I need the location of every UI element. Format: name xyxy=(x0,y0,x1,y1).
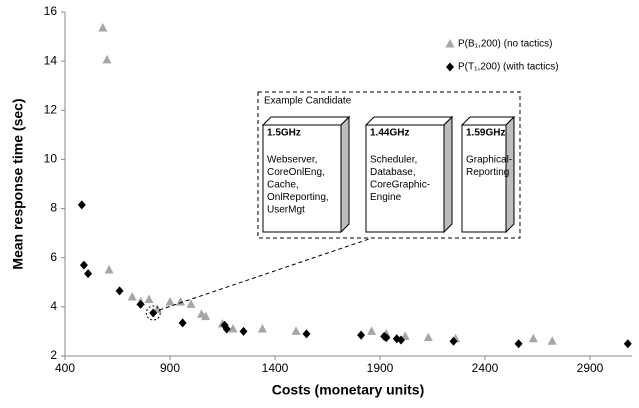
triangle-marker xyxy=(127,292,137,301)
triangle-marker xyxy=(423,332,433,342)
y-tick-label: 6 xyxy=(50,250,57,264)
node-top xyxy=(261,116,351,126)
node-component: Cache, xyxy=(267,180,299,191)
triangle-marker xyxy=(547,336,557,345)
node-component: CoreOnlEng, xyxy=(267,167,325,178)
node-component: OnlReporting, xyxy=(267,192,329,203)
x-tick-label: 2400 xyxy=(472,361,499,375)
node-component: Scheduler, xyxy=(370,155,417,166)
node-top xyxy=(364,116,454,126)
y-tick-label: 10 xyxy=(44,152,58,166)
y-tick-label: 2 xyxy=(50,348,57,362)
x-tick-label: 1900 xyxy=(367,361,394,375)
x-tick-label: 2900 xyxy=(577,361,604,375)
highlight-circle xyxy=(145,305,161,321)
node-front xyxy=(262,124,342,233)
node-component: Webserver, xyxy=(267,155,317,166)
node-component: Reporting xyxy=(466,167,509,178)
diamond-marker xyxy=(357,330,366,340)
legend-label: P(B₁,200) (no tactics) xyxy=(458,39,553,50)
diamond-marker xyxy=(84,269,93,279)
y-tick-label: 4 xyxy=(50,299,57,313)
diamond-marker xyxy=(382,333,391,343)
diamond-marker xyxy=(77,200,86,210)
node-side xyxy=(443,115,453,234)
legend-label: P(T₁,200) (with tactics) xyxy=(458,62,559,73)
x-axis-title: Costs (monetary units) xyxy=(272,382,424,398)
node-component: Graphical- xyxy=(466,155,512,166)
triangle-marker xyxy=(528,333,538,343)
node-component: UserMgt xyxy=(267,205,305,216)
node-freq: 1.5GHz xyxy=(267,128,301,139)
triangle-marker xyxy=(186,299,196,308)
diamond-marker xyxy=(446,62,454,72)
node-freq: 1.44GHz xyxy=(370,128,409,139)
triangle-marker xyxy=(176,296,185,306)
diamond-marker xyxy=(623,339,632,349)
x-tick-label: 1400 xyxy=(262,361,289,375)
triangle-marker xyxy=(104,265,114,274)
diamond-marker xyxy=(449,336,458,346)
node-front xyxy=(365,124,445,233)
triangle-marker xyxy=(165,296,175,306)
y-tick-label: 16 xyxy=(44,4,58,18)
triangle-marker xyxy=(144,294,154,303)
triangle-marker xyxy=(400,331,410,340)
diamond-marker xyxy=(514,339,523,349)
node-side xyxy=(340,115,350,234)
triangle-marker xyxy=(291,326,301,335)
callout-line xyxy=(159,237,373,311)
triangle-marker xyxy=(257,323,267,333)
node-component: Engine xyxy=(370,192,402,203)
node-freq: 1.59GHz xyxy=(466,128,505,139)
x-tick-label: 900 xyxy=(160,361,180,375)
y-tick-label: 8 xyxy=(50,201,57,215)
triangle-marker xyxy=(201,311,211,321)
triangle-marker xyxy=(367,326,377,335)
y-tick-label: 12 xyxy=(44,102,58,116)
node-top xyxy=(460,116,516,126)
annotation-title: Example Candidate xyxy=(264,96,352,107)
node-component: Database, xyxy=(370,167,416,178)
triangle-marker xyxy=(445,39,455,48)
x-tick-label: 400 xyxy=(55,361,75,375)
triangle-marker xyxy=(98,22,108,32)
diamond-marker xyxy=(397,335,405,345)
y-axis-title: Mean response time (sec) xyxy=(10,98,26,269)
diamond-marker xyxy=(115,286,124,296)
diamond-marker xyxy=(239,326,248,336)
diamond-marker xyxy=(136,299,145,309)
node-component: CoreGraphic- xyxy=(370,180,430,191)
triangle-marker xyxy=(102,54,112,64)
diamond-marker xyxy=(222,324,231,334)
node-front xyxy=(461,124,507,233)
diamond-marker xyxy=(149,308,158,318)
diamond-marker xyxy=(178,318,187,328)
y-tick-label: 14 xyxy=(44,53,58,67)
triangle-marker xyxy=(228,323,238,333)
diamond-marker xyxy=(79,260,88,270)
diamond-marker xyxy=(302,329,311,339)
